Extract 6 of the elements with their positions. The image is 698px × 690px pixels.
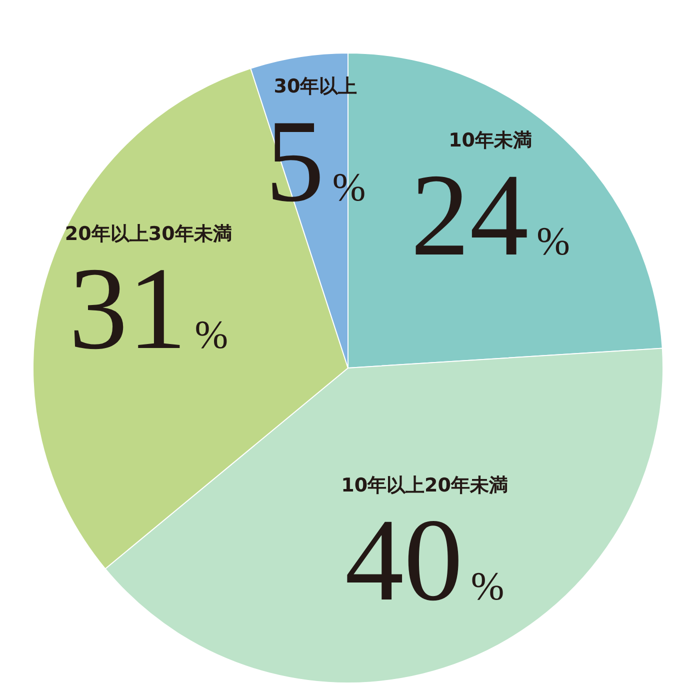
data-label: 24%: [410, 149, 570, 280]
slice-label: 20年以上30年未満: [64, 223, 232, 245]
data-label: 40%: [344, 494, 504, 626]
slice-label: 10年未満: [448, 129, 532, 152]
data-label: 31%: [68, 243, 228, 374]
slice-label: 10年以上20年未満: [341, 474, 508, 496]
